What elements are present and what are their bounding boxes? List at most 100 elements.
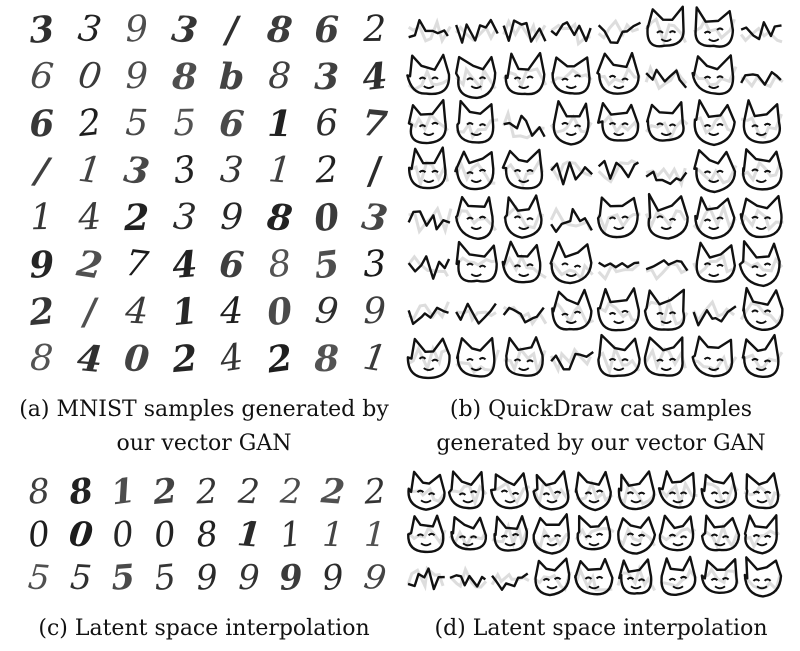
cat-doodle — [455, 240, 498, 283]
cat-eye — [656, 358, 664, 362]
ghost-stroke — [532, 480, 571, 510]
cat-doodle — [616, 470, 657, 511]
cat-eye — [763, 534, 772, 539]
caption-b: (b) QuickDraw cat samples generated by o… — [405, 393, 797, 461]
cat-eye — [703, 124, 712, 128]
cat-eye — [466, 77, 474, 81]
digit-sample: 9 — [124, 8, 150, 50]
cat-mouth — [660, 226, 672, 230]
cat-mouth — [708, 273, 720, 277]
cat-mouth — [420, 499, 432, 504]
digit-sample: 9 — [313, 289, 341, 333]
cat-eye — [513, 264, 522, 268]
cat-doodle — [739, 194, 784, 239]
cat-mouth — [672, 585, 684, 590]
caption-a: (a) MNIST samples generated by our vecto… — [8, 393, 400, 461]
ghost-stroke — [739, 301, 784, 326]
cat-stroke — [449, 574, 487, 588]
digit-sample: / — [365, 148, 383, 193]
cat-doodle — [739, 286, 784, 332]
cat-doodle — [692, 196, 737, 240]
digit-sample: 8 — [29, 336, 55, 380]
ghost-stroke — [645, 117, 689, 141]
cat-mouth — [660, 38, 672, 42]
ghost-stroke — [701, 566, 740, 585]
digit-sample: 0 — [25, 513, 53, 556]
cat-eye — [668, 577, 677, 581]
cat-stroke — [596, 51, 640, 95]
ghost-stroke — [692, 164, 738, 185]
caption-c: (c) Latent space interpolation — [38, 616, 370, 641]
cat-doodle — [448, 515, 488, 551]
cat-eye — [656, 122, 664, 126]
cat-eye — [427, 532, 436, 537]
cat-stroke — [617, 470, 656, 511]
cat-mouth — [756, 499, 768, 504]
ghost-stroke — [406, 565, 445, 592]
cat-eye — [626, 491, 635, 495]
cat-eye — [478, 76, 487, 80]
cat-eye — [621, 77, 629, 81]
cat-mouth — [755, 273, 767, 277]
cat-doodle — [490, 571, 530, 591]
cat-doodle — [549, 160, 594, 186]
digit-sample: 0 — [264, 289, 295, 334]
cat-eye — [656, 215, 664, 219]
cat-stroke — [739, 194, 783, 239]
ghost-stroke — [597, 159, 639, 184]
cat-mouth — [470, 226, 482, 230]
cat-eye — [511, 491, 520, 496]
ghost-stroke — [597, 212, 641, 234]
cat-eye — [716, 358, 724, 362]
cat-eye — [608, 311, 617, 316]
ghost-stroke — [658, 479, 698, 510]
ghost-stroke — [692, 202, 737, 233]
digit-sample: 3 — [218, 148, 245, 192]
cat-stroke — [596, 287, 641, 332]
cat-eye — [668, 357, 677, 362]
cat-doodle — [455, 336, 500, 378]
digit-sample: 8 — [267, 55, 292, 97]
cat-stroke — [407, 210, 451, 231]
cat-stroke — [643, 288, 686, 331]
cat-mouth — [755, 367, 767, 371]
cat-eye — [763, 216, 772, 220]
ghost-stroke — [693, 354, 738, 374]
cat-stroke — [745, 472, 780, 510]
digit-sample: 4 — [74, 336, 104, 381]
cat-stroke — [534, 557, 571, 597]
cat-mouth — [630, 585, 642, 590]
cat-doodle — [645, 166, 688, 189]
cat-eye — [573, 74, 582, 78]
cat-stroke — [645, 259, 689, 272]
cat-stroke — [550, 21, 592, 43]
digit-sample: / — [82, 290, 97, 333]
cat-mouth — [565, 132, 577, 136]
ghost-stroke — [644, 346, 687, 372]
cat-doodle — [407, 301, 450, 326]
cat-stroke — [693, 149, 737, 194]
cat-doodle — [406, 337, 451, 380]
ghost-stroke — [549, 113, 593, 135]
cat-mouth — [588, 585, 600, 590]
cat-eye — [703, 262, 712, 266]
digit-sample: 5 — [26, 556, 52, 599]
cat-stroke — [455, 240, 498, 283]
cat-stroke — [597, 21, 642, 45]
cat-eye — [763, 262, 772, 266]
cat-stroke — [645, 68, 688, 89]
cat-mouth — [756, 585, 768, 590]
cat-doodle — [596, 51, 641, 95]
cat-doodle — [501, 240, 547, 284]
cat-stroke — [738, 240, 781, 288]
cat-eye — [751, 265, 759, 269]
cat-stroke — [657, 470, 696, 509]
ghost-stroke — [407, 301, 450, 321]
cat-eye — [703, 218, 712, 222]
digit-sample: 0 — [151, 513, 179, 556]
digit-sample: 2 — [237, 471, 261, 512]
cat-mouth — [588, 542, 600, 547]
cat-eye — [526, 169, 534, 173]
ghost-stroke — [574, 527, 615, 541]
cat-eye — [553, 490, 562, 494]
